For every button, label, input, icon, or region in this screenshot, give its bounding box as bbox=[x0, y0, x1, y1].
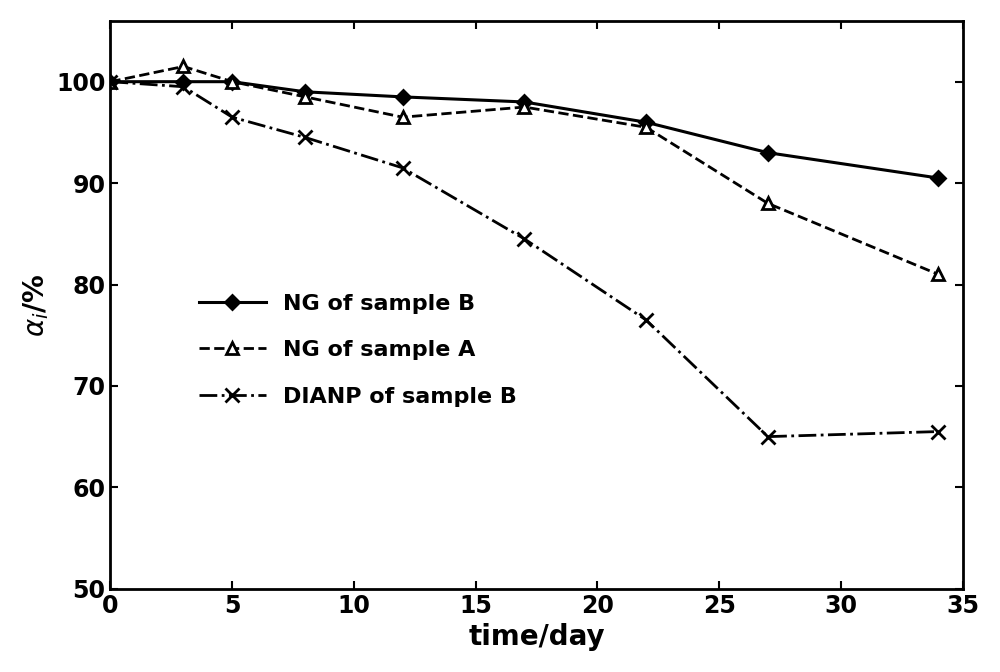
DIANP of sample B bbox=[518, 235, 530, 243]
NG of sample A bbox=[640, 123, 652, 131]
DIANP of sample B bbox=[299, 134, 311, 142]
NG of sample A bbox=[397, 113, 409, 121]
Line: NG of sample A: NG of sample A bbox=[104, 60, 945, 281]
DIANP of sample B bbox=[640, 316, 652, 324]
NG of sample A bbox=[762, 200, 774, 208]
DIANP of sample B bbox=[932, 427, 944, 435]
Y-axis label: $\alpha_i$/%: $\alpha_i$/% bbox=[21, 273, 51, 337]
NG of sample A bbox=[932, 270, 944, 278]
NG of sample A bbox=[104, 78, 116, 86]
DIANP of sample B bbox=[762, 433, 774, 441]
DIANP of sample B bbox=[104, 78, 116, 86]
NG of sample A bbox=[226, 78, 238, 86]
NG of sample A bbox=[299, 93, 311, 101]
Line: DIANP of sample B: DIANP of sample B bbox=[103, 75, 945, 444]
DIANP of sample B bbox=[177, 83, 189, 91]
NG of sample B bbox=[932, 174, 944, 182]
NG of sample B bbox=[762, 149, 774, 157]
NG of sample B bbox=[177, 78, 189, 86]
NG of sample B bbox=[640, 118, 652, 126]
DIANP of sample B bbox=[226, 113, 238, 121]
Line: NG of sample B: NG of sample B bbox=[106, 77, 943, 183]
NG of sample B bbox=[226, 78, 238, 86]
NG of sample B bbox=[299, 88, 311, 96]
NG of sample B bbox=[397, 93, 409, 101]
NG of sample A bbox=[518, 103, 530, 111]
X-axis label: time/day: time/day bbox=[468, 623, 605, 651]
Legend: NG of sample B, NG of sample A, DIANP of sample B: NG of sample B, NG of sample A, DIANP of… bbox=[181, 276, 535, 425]
NG of sample B bbox=[104, 78, 116, 86]
DIANP of sample B bbox=[397, 164, 409, 172]
NG of sample B bbox=[518, 98, 530, 106]
NG of sample A bbox=[177, 62, 189, 71]
